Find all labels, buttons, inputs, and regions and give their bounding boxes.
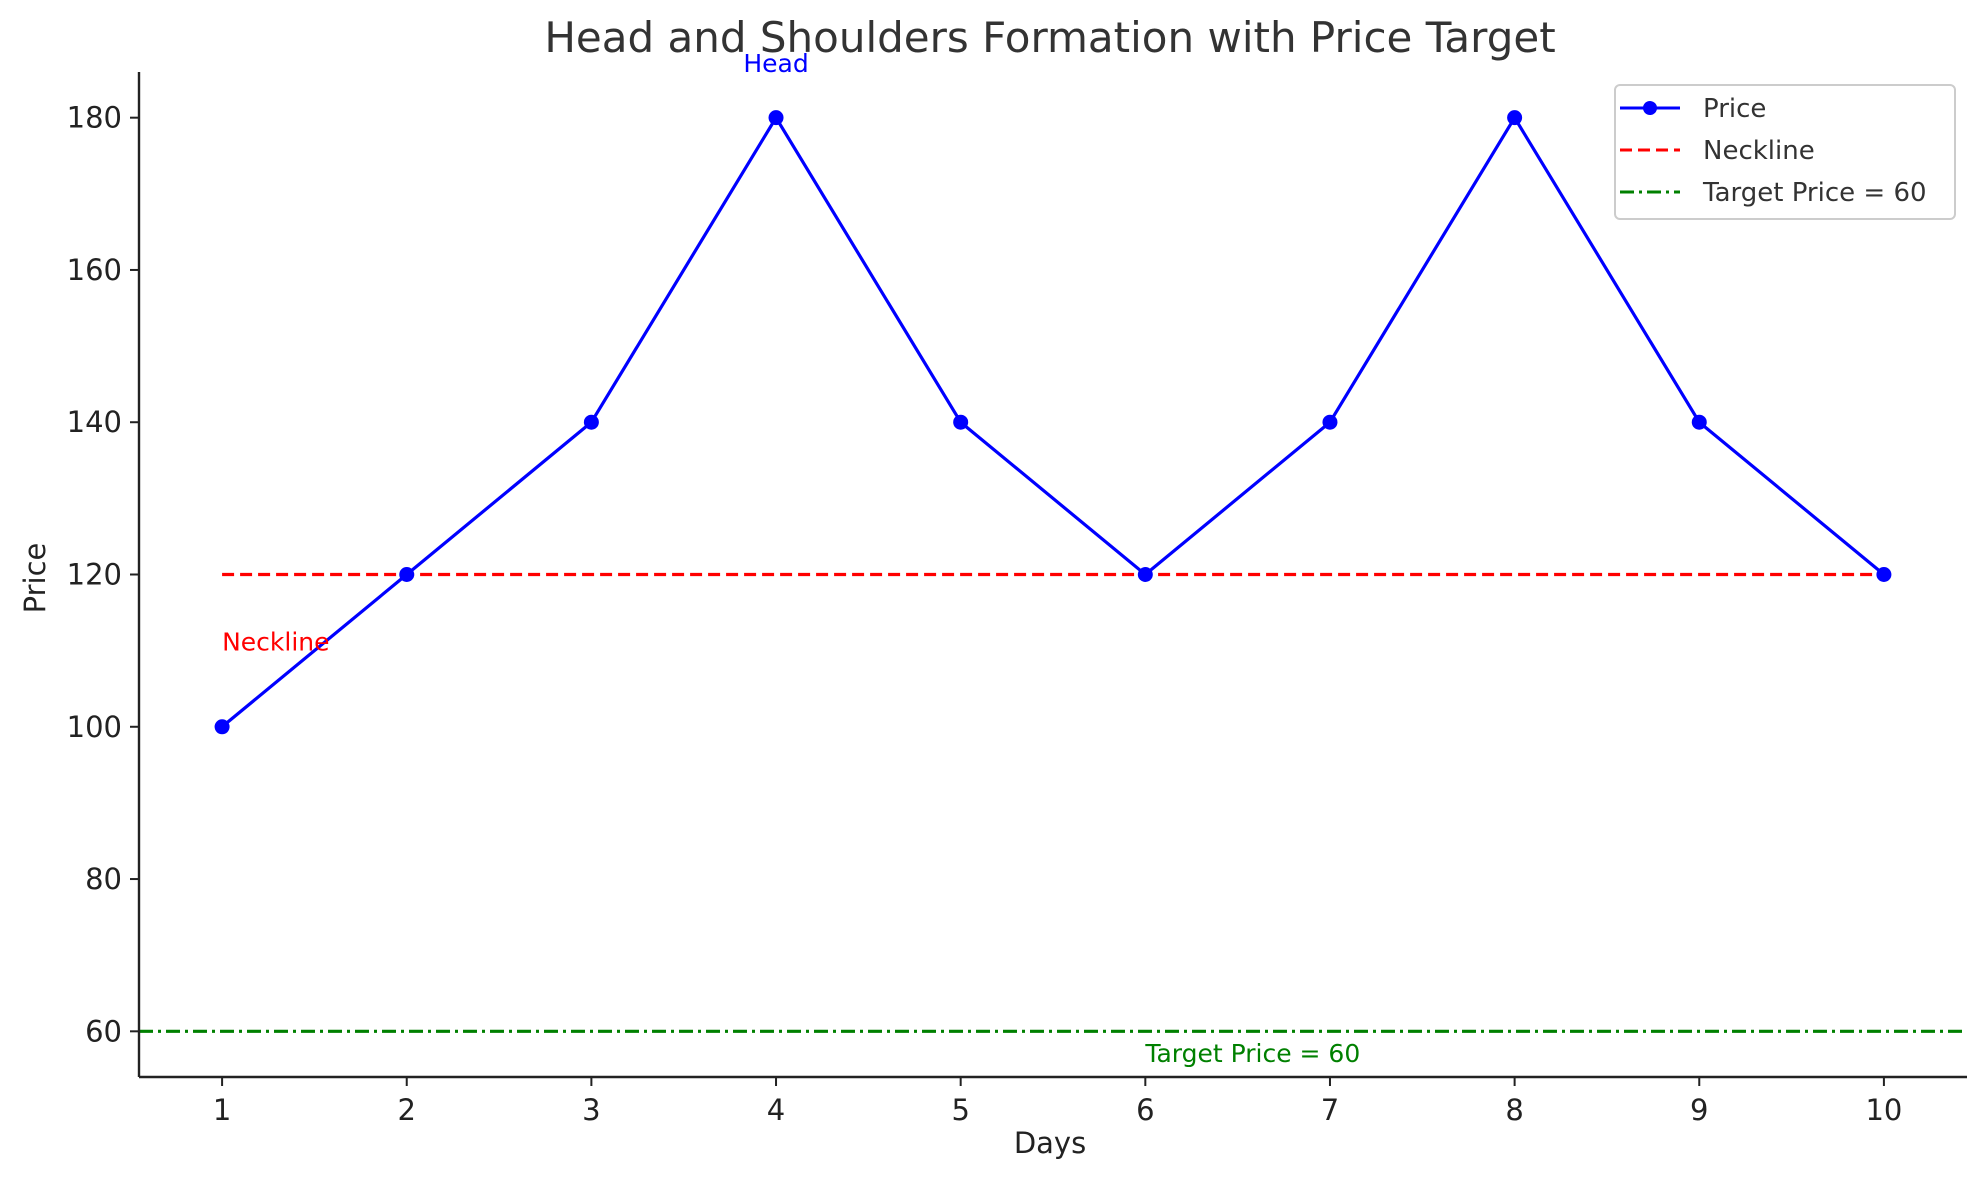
data-point [768, 110, 784, 126]
y-tick-label: 120 [67, 558, 122, 592]
legend-box [1614, 84, 1956, 220]
data-point [1507, 110, 1523, 126]
x-ticks: 1 2 3 4 5 6 7 8 9 10 [213, 1077, 1902, 1127]
legend-label-price: Price [1703, 94, 1766, 124]
data-point [953, 414, 969, 430]
x-tick-label: 3 [582, 1093, 600, 1127]
y-tick-label: 140 [67, 405, 122, 439]
y-tick-label: 100 [67, 710, 122, 744]
legend: Price Neckline Target Price = 60 [1614, 84, 1956, 220]
y-tick-label: 60 [85, 1014, 122, 1048]
legend-item-price: Price [1620, 94, 1766, 124]
legend-label-target-price: Target Price = 60 [1702, 178, 1927, 208]
x-tick-label: 10 [1865, 1093, 1902, 1127]
legend-item-neckline: Neckline [1620, 136, 1815, 166]
y-tick-label: 80 [85, 862, 122, 896]
annotations: Head Neckline Target Price = 60 [222, 49, 1360, 1068]
chart-title: Head and Shoulders Formation with Price … [544, 13, 1555, 62]
reference-lines [139, 572, 1967, 1033]
data-point [1876, 567, 1892, 582]
y-tick-label: 160 [67, 253, 122, 287]
data-point [1691, 414, 1707, 430]
y-axis-title: Price [18, 543, 52, 614]
data-point [1137, 567, 1153, 582]
series-lines [221, 116, 1885, 729]
legend-label-neckline: Neckline [1703, 136, 1815, 166]
data-point [1322, 414, 1338, 430]
x-tick-label: 9 [1690, 1093, 1708, 1127]
x-tick-label: 2 [398, 1093, 416, 1127]
data-point [583, 414, 599, 430]
plot-area: Head Neckline Target Price = 60 [139, 49, 1967, 1068]
x-tick-label: 5 [951, 1093, 969, 1127]
x-tick-label: 7 [1321, 1093, 1339, 1127]
annotation-target-price-60: Target Price = 60 [1144, 1039, 1360, 1068]
series-line-price [221, 116, 1885, 729]
annotation-neckline: Neckline [222, 628, 329, 657]
legend-marker-price [1643, 101, 1657, 115]
data-point [214, 719, 230, 735]
x-tick-label: 6 [1136, 1093, 1154, 1127]
x-axis-title: Days [1014, 1126, 1086, 1160]
x-tick-label: 1 [213, 1093, 231, 1127]
y-tick-label: 180 [67, 101, 122, 135]
x-tick-label: 4 [767, 1093, 785, 1127]
annotation-head: Head [743, 49, 808, 78]
y-ticks: 60 80 100 120 140 160 180 [67, 101, 139, 1048]
data-points [214, 110, 1892, 735]
axes: 1 2 3 4 5 6 7 8 9 10 60 80 100 120 140 160 180 [67, 72, 1967, 1127]
x-tick-label: 8 [1505, 1093, 1523, 1127]
legend-item-target-price: Target Price = 60 [1620, 178, 1927, 208]
data-point [399, 567, 415, 582]
